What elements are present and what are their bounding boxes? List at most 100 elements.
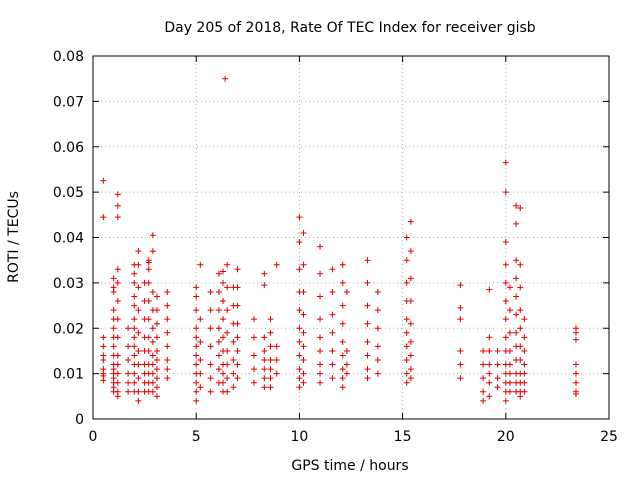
y-tick-label: 0.01: [53, 367, 84, 383]
data-point-marker: [215, 366, 222, 373]
data-point-marker: [224, 329, 231, 336]
data-point-marker: [457, 361, 464, 368]
data-point-marker: [502, 334, 509, 341]
data-point-marker: [374, 307, 381, 314]
data-point-marker: [364, 366, 371, 373]
data-point-marker: [135, 375, 142, 382]
data-point-marker: [329, 347, 336, 354]
data-point-marker: [153, 393, 160, 400]
data-point-marker: [125, 357, 132, 364]
data-point-marker: [521, 388, 528, 395]
data-point-marker: [149, 288, 156, 295]
data-point-marker: [145, 316, 152, 323]
y-tick-label: 0.05: [53, 185, 84, 201]
data-point-marker: [502, 397, 509, 404]
data-point-marker: [153, 384, 160, 391]
data-point-marker: [296, 325, 303, 332]
data-point-marker: [131, 316, 138, 323]
data-point-marker: [197, 261, 204, 268]
data-point-marker: [267, 384, 274, 391]
data-point-marker: [131, 302, 138, 309]
data-point-marker: [135, 261, 142, 268]
data-point-marker: [300, 311, 307, 318]
data-point-marker: [153, 320, 160, 327]
data-point-marker: [220, 268, 227, 275]
data-point-marker: [407, 338, 414, 345]
data-point-marker: [145, 334, 152, 341]
data-point-marker: [339, 279, 346, 286]
data-point-marker: [317, 293, 324, 300]
data-point-marker: [403, 379, 410, 386]
data-point-marker: [149, 352, 156, 359]
data-point-marker: [197, 338, 204, 345]
data-point-marker: [135, 307, 142, 314]
data-point-marker: [193, 325, 200, 332]
data-point-marker: [329, 361, 336, 368]
data-point-marker: [149, 248, 156, 255]
data-point-marker: [193, 379, 200, 386]
data-point-marker: [480, 375, 487, 382]
data-point-marker: [131, 334, 138, 341]
data-point-marker: [374, 357, 381, 364]
data-point-marker: [131, 270, 138, 277]
data-point-marker: [153, 293, 160, 300]
data-point-marker: [521, 347, 528, 354]
data-point-marker: [224, 261, 231, 268]
data-point-marker: [296, 266, 303, 273]
data-point-marker: [207, 388, 214, 395]
data-point-marker: [164, 288, 171, 295]
data-point-marker: [273, 370, 280, 377]
data-point-marker: [145, 347, 152, 354]
data-point-marker: [197, 357, 204, 364]
data-point-marker: [234, 334, 241, 341]
data-point-marker: [250, 334, 257, 341]
data-point-marker: [114, 266, 121, 273]
data-point-marker: [114, 279, 121, 286]
data-point-marker: [267, 375, 274, 382]
data-point-marker: [506, 329, 513, 336]
data-point-marker: [329, 329, 336, 336]
data-point-marker: [317, 243, 324, 250]
data-point-marker: [261, 347, 268, 354]
data-point-marker: [207, 361, 214, 368]
data-point-marker: [234, 266, 241, 273]
data-point-marker: [153, 334, 160, 341]
data-point-marker: [517, 261, 524, 268]
data-point-marker: [131, 343, 138, 350]
data-point-marker: [296, 366, 303, 373]
data-point-marker: [506, 307, 513, 314]
data-point-marker: [193, 361, 200, 368]
data-point-marker: [296, 384, 303, 391]
data-point-marker: [513, 293, 520, 300]
data-point-marker: [374, 343, 381, 350]
data-point-marker: [517, 325, 524, 332]
data-point-marker: [125, 379, 132, 386]
data-point-marker: [343, 288, 350, 295]
data-point-marker: [364, 257, 371, 264]
data-point-marker: [164, 375, 171, 382]
data-point-marker: [197, 316, 204, 323]
data-point-marker: [224, 284, 231, 291]
data-point-marker: [513, 329, 520, 336]
data-point-marker: [407, 218, 414, 225]
data-point-marker: [267, 366, 274, 373]
data-point-marker: [403, 343, 410, 350]
data-point-marker: [267, 316, 274, 323]
data-point-marker: [230, 338, 237, 345]
x-tick-label: 25: [600, 429, 618, 445]
data-point-marker: [220, 334, 227, 341]
data-point-marker: [250, 316, 257, 323]
data-point-marker: [110, 288, 117, 295]
data-point-marker: [329, 266, 336, 273]
data-point-marker: [220, 279, 227, 286]
data-point-marker: [153, 366, 160, 373]
data-point-marker: [300, 288, 307, 295]
data-point-marker: [407, 275, 414, 282]
data-point-marker: [153, 307, 160, 314]
data-point-marker: [339, 352, 346, 359]
data-point-marker: [506, 388, 513, 395]
data-point-marker: [457, 316, 464, 323]
data-point-marker: [234, 375, 241, 382]
data-point-marker: [125, 370, 132, 377]
data-point-marker: [403, 316, 410, 323]
